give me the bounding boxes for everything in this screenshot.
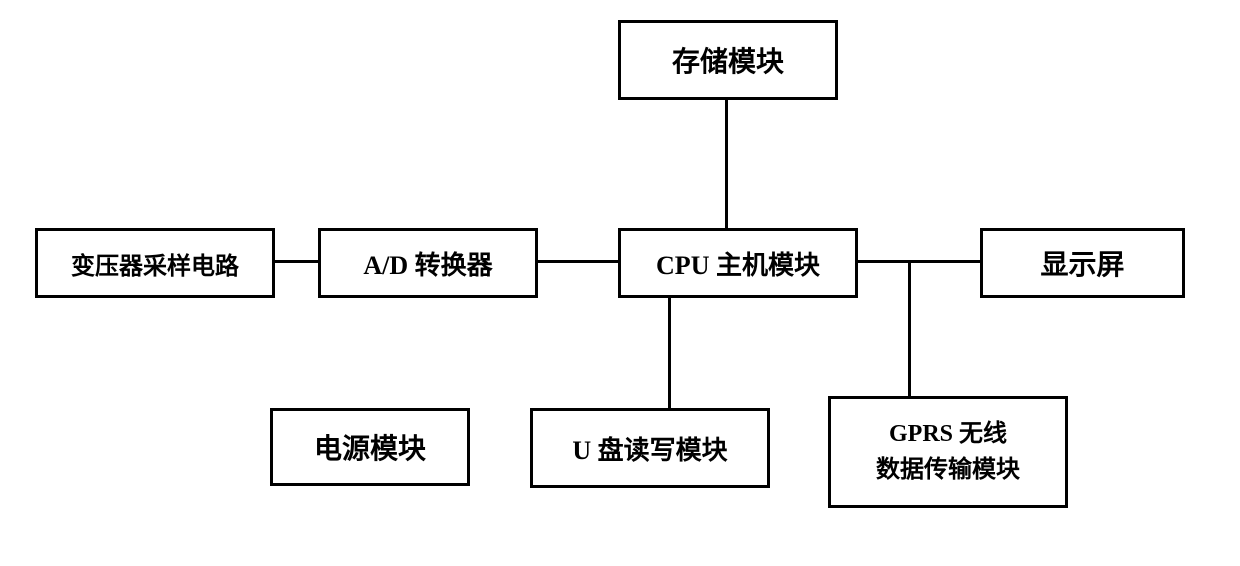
node-display-label: 显示屏 — [1040, 243, 1124, 283]
node-power: 电源模块 — [270, 408, 470, 486]
node-ad-converter-label: A/D 转换器 — [363, 245, 492, 282]
edge-cpu-display — [858, 260, 980, 263]
block-diagram: 存储模块 变压器采样电路 A/D 转换器 CPU 主机模块 显示屏 电源模块 U… — [0, 0, 1240, 566]
node-gprs-label-line2: 数据传输模块 — [876, 452, 1020, 488]
edge-cpu-usb — [668, 298, 671, 408]
node-sampling: 变压器采样电路 — [35, 228, 275, 298]
node-gprs: GPRS 无线 数据传输模块 — [828, 396, 1068, 508]
edge-cpu-gprs — [908, 260, 911, 396]
edge-ad-cpu — [538, 260, 618, 263]
node-storage: 存储模块 — [618, 20, 838, 100]
node-power-label: 电源模块 — [314, 427, 426, 467]
node-ad-converter: A/D 转换器 — [318, 228, 538, 298]
edge-storage-cpu — [725, 100, 728, 228]
node-cpu-label: CPU 主机模块 — [656, 245, 820, 282]
node-gprs-label-line1: GPRS 无线 — [889, 416, 1007, 452]
node-sampling-label: 变压器采样电路 — [71, 246, 239, 281]
node-storage-label: 存储模块 — [672, 40, 784, 80]
edge-sampling-ad — [275, 260, 318, 263]
node-cpu: CPU 主机模块 — [618, 228, 858, 298]
node-display: 显示屏 — [980, 228, 1185, 298]
node-usb: U 盘读写模块 — [530, 408, 770, 488]
node-usb-label: U 盘读写模块 — [572, 430, 727, 467]
